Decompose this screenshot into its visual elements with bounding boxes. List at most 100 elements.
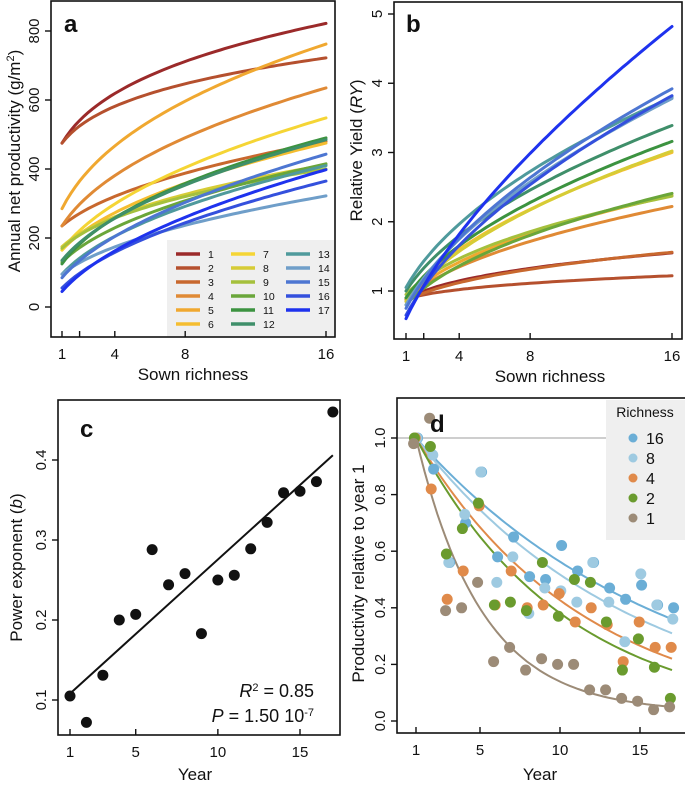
- data-point-4: [553, 588, 565, 600]
- legend-marker: [628, 513, 638, 523]
- x-axis-label: Sown richness: [138, 365, 249, 384]
- series-line-12: [60, 138, 328, 262]
- y-tick-label: 600: [26, 87, 43, 112]
- data-point-16: [524, 571, 536, 583]
- y-tick-label: 200: [26, 225, 43, 250]
- data-point-16: [572, 565, 584, 577]
- data-point-1: [600, 684, 612, 696]
- data-point-4: [617, 656, 629, 668]
- data-point-2: [552, 610, 564, 622]
- series-line-7: [60, 116, 328, 252]
- legend-d: Richness 16 8 4 2 1: [606, 400, 685, 540]
- panel-label-d: d: [430, 411, 445, 438]
- y-tick-label: 0.4: [372, 597, 389, 618]
- legend-label: 1: [646, 511, 655, 528]
- x-tick-label: 4: [455, 348, 463, 365]
- y-axis-label: Annual net productivity (g/m2): [5, 50, 24, 273]
- data-point: [294, 485, 306, 497]
- y-axis-label: Power exponent (b): [7, 493, 26, 641]
- legend-label: 9: [263, 277, 269, 289]
- data-point-8: [635, 568, 647, 580]
- x-tick-label: 5: [132, 744, 140, 761]
- x-tick-label: 16: [318, 346, 335, 363]
- data-point: [97, 669, 109, 681]
- data-point-8: [619, 636, 631, 648]
- legend-label: 8: [646, 451, 655, 468]
- x-tick-label: 15: [292, 744, 309, 761]
- x-tick-label: 15: [632, 742, 649, 759]
- y-tick-label: 2: [369, 218, 386, 226]
- series-line-3: [404, 250, 674, 303]
- y-tick-label: 5: [369, 10, 386, 18]
- r-squared-annotation: R2 = 0.85: [239, 681, 314, 701]
- x-tick-label: 4: [111, 346, 119, 363]
- panel-b-frame: [393, 1, 683, 340]
- data-point-2: [536, 557, 548, 569]
- data-point-16: [556, 540, 568, 552]
- data-point: [130, 608, 142, 620]
- x-tick-label: 10: [552, 742, 569, 759]
- legend-label: 2: [208, 263, 214, 275]
- data-point-1: [440, 605, 452, 617]
- data-point-2: [520, 605, 532, 617]
- legend-label: 4: [646, 471, 655, 488]
- data-point-8: [491, 576, 503, 588]
- legend-label: 3: [208, 277, 214, 289]
- legend-label: 10: [263, 291, 275, 303]
- data-point-2: [440, 548, 452, 560]
- data-point-1: [488, 656, 500, 668]
- data-point: [80, 716, 92, 728]
- legend-label: 14: [318, 263, 330, 275]
- data-point: [228, 569, 240, 581]
- data-point: [278, 487, 290, 499]
- data-point-16: [508, 531, 520, 543]
- data-point-2: [584, 576, 596, 588]
- legend-label: 4: [208, 291, 214, 303]
- y-axis-label: Relative Yield (RY): [347, 79, 366, 221]
- data-point-4: [457, 565, 469, 577]
- legend-label: 6: [208, 319, 214, 331]
- x-tick-label: 1: [66, 744, 74, 761]
- series-line-8: [404, 149, 674, 303]
- data-point-8: [587, 557, 599, 569]
- data-point-2: [664, 692, 676, 704]
- x-axis-label: Sown richness: [495, 367, 606, 386]
- legend-label: 11: [263, 305, 274, 317]
- data-point-16: [428, 463, 440, 475]
- y-tick-label: 0.0: [372, 711, 389, 732]
- y-axis-label: Productivity relative to year 1: [349, 464, 368, 682]
- legend-label: 13: [318, 249, 330, 261]
- data-point: [245, 543, 257, 555]
- panel-label-b: b: [406, 11, 421, 38]
- panel-label-a: a: [64, 11, 78, 38]
- data-point-2: [616, 664, 628, 676]
- data-point-4: [441, 593, 453, 605]
- data-point-1: [456, 602, 468, 614]
- series-line-4: [60, 86, 328, 228]
- y-tick-label: 800: [26, 18, 43, 43]
- x-axis-label: Year: [178, 765, 213, 784]
- y-tick-label: 0.2: [33, 610, 50, 631]
- series-line-10: [404, 191, 674, 307]
- y-tick-label: 0.2: [372, 654, 389, 675]
- data-point-1: [664, 701, 676, 713]
- x-axis-label: Year: [523, 765, 558, 784]
- data-point-8: [443, 557, 455, 569]
- data-point-8: [475, 466, 487, 478]
- legend-marker: [628, 453, 638, 463]
- legend-marker: [628, 433, 638, 443]
- x-tick-label: 8: [526, 348, 534, 365]
- data-point-1: [632, 695, 644, 707]
- series-line-2: [404, 274, 674, 301]
- data-point-8: [651, 599, 663, 611]
- data-point: [163, 579, 175, 591]
- data-point-2: [600, 616, 612, 628]
- data-point-2: [456, 523, 468, 535]
- legend-marker: [628, 493, 638, 503]
- data-point-1: [552, 658, 564, 670]
- legend-label: 16: [646, 431, 664, 448]
- data-point-4: [665, 641, 677, 653]
